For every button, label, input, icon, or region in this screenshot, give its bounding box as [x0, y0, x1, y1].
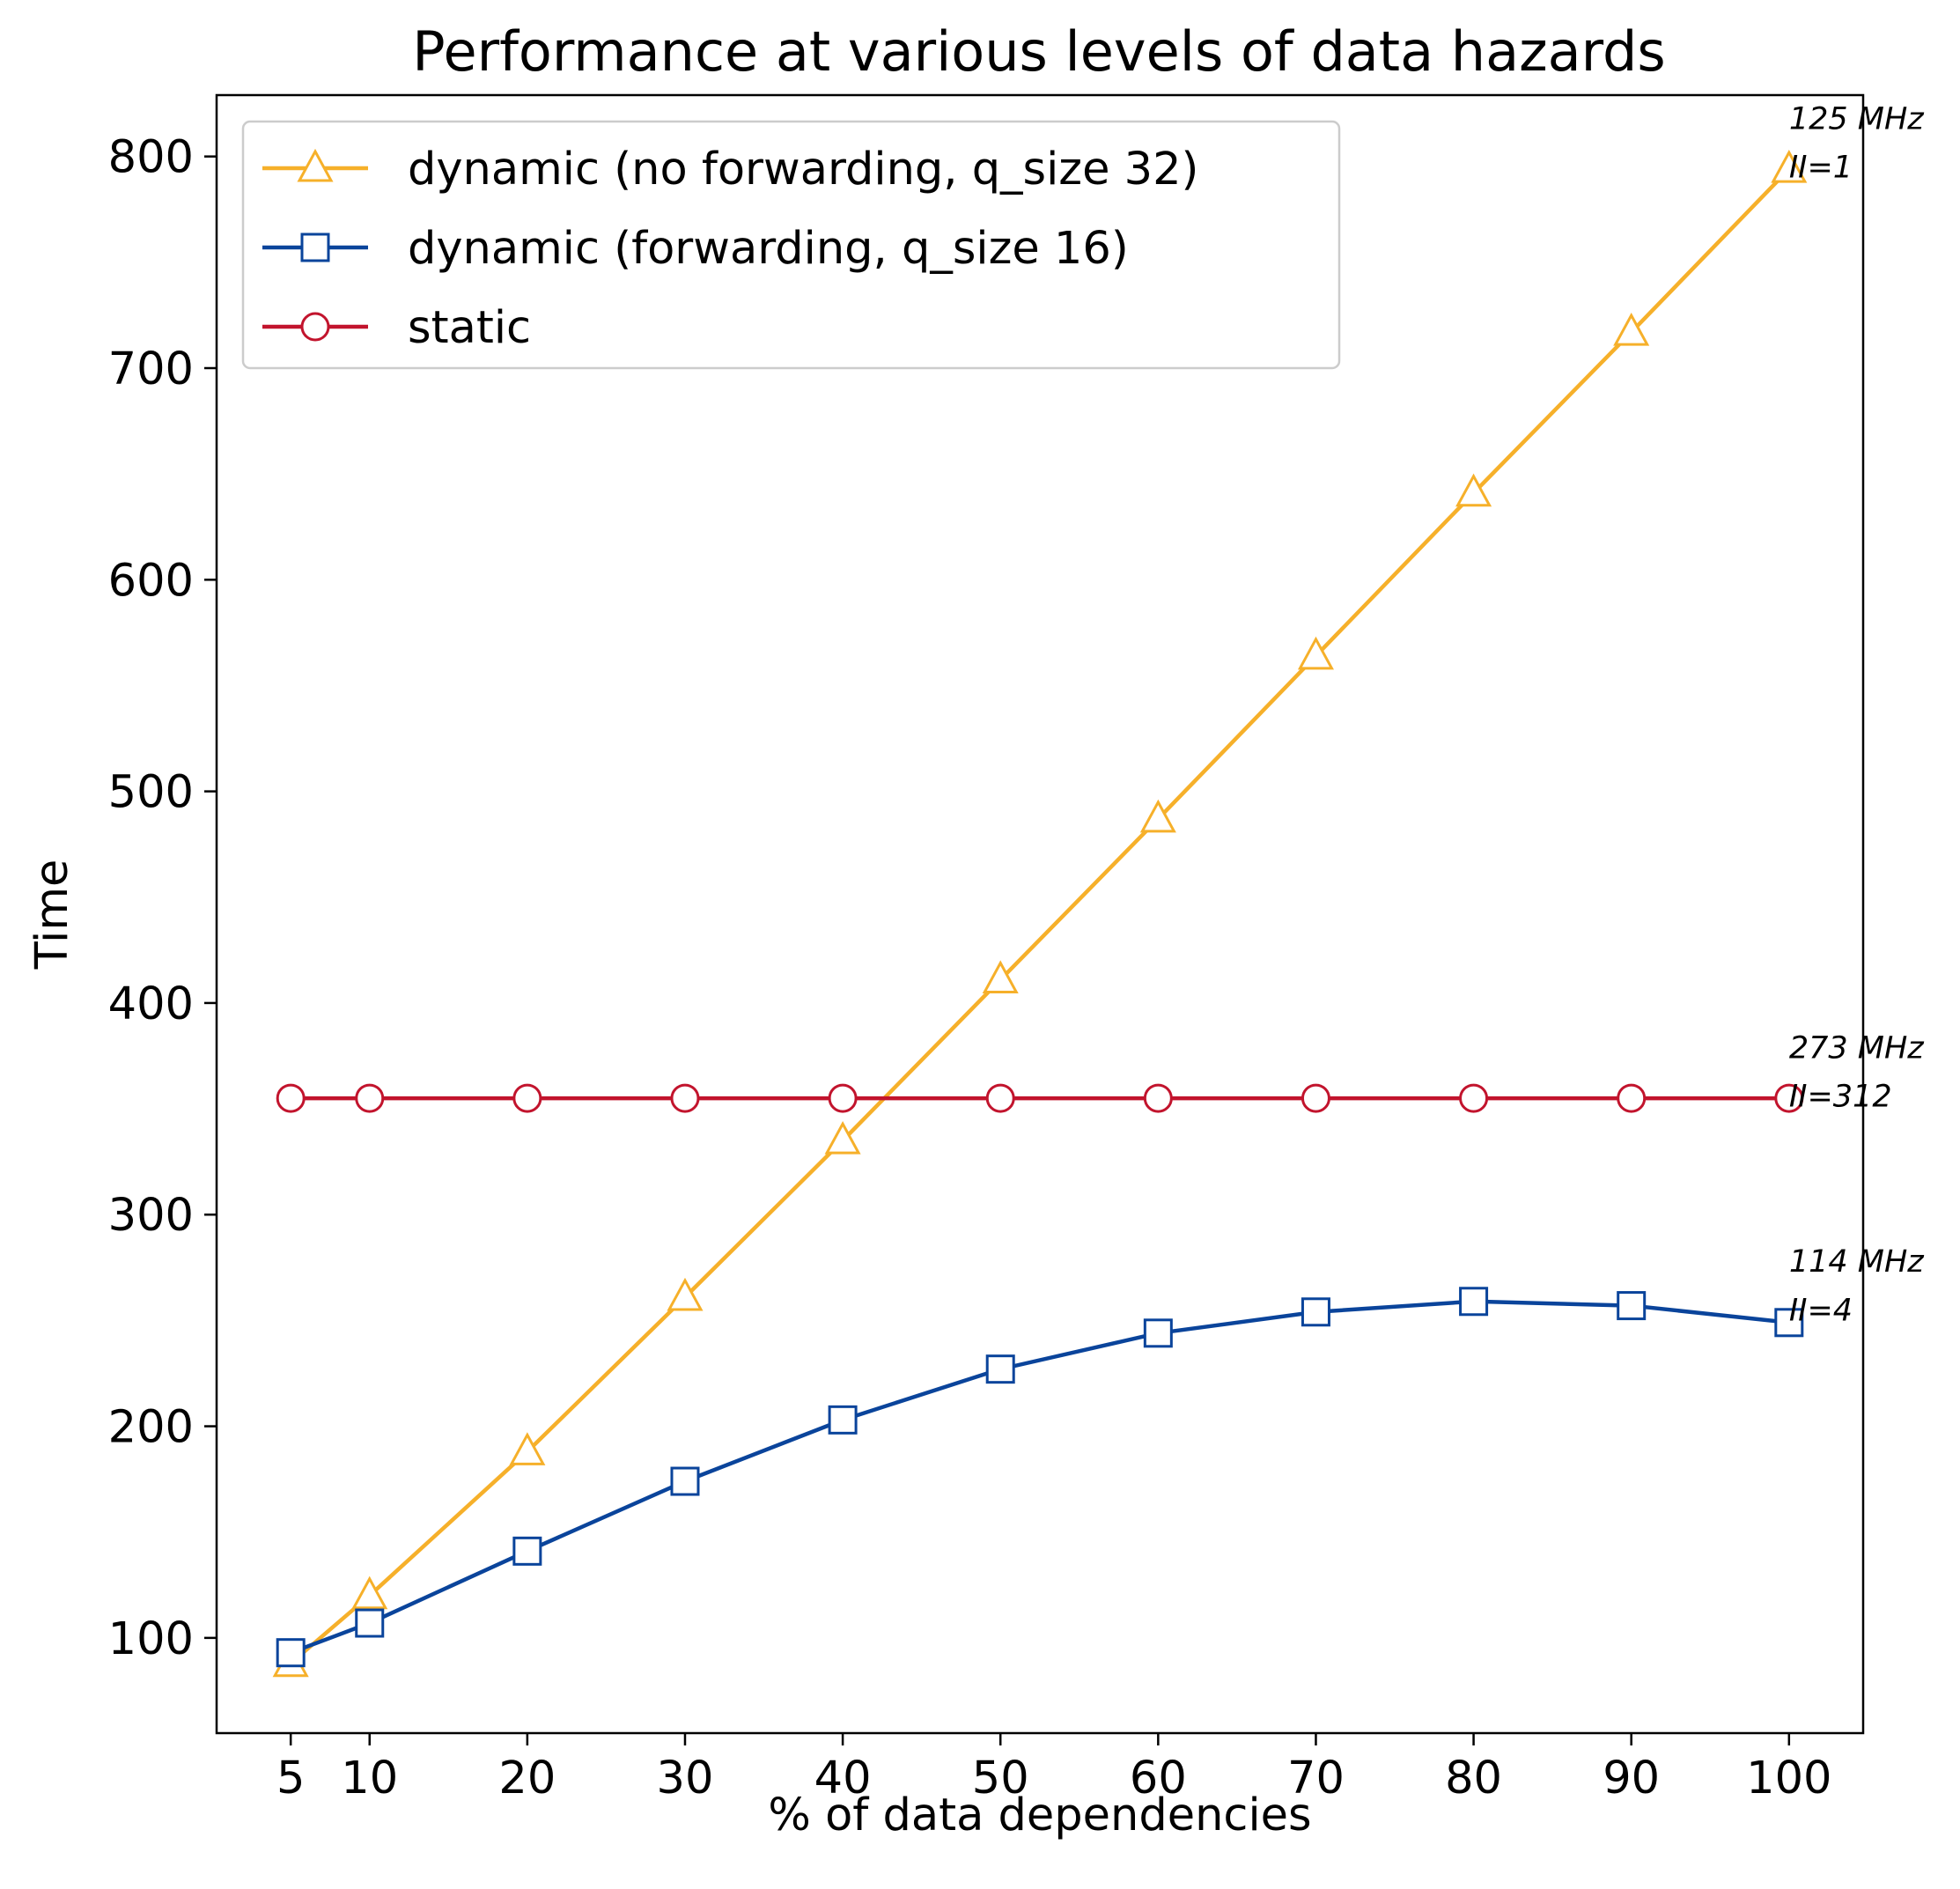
x-tick-label-11: 100 [1746, 1752, 1831, 1804]
data-point-2-2 [355, 1608, 385, 1638]
data-point-3-7 [1143, 1083, 1173, 1113]
series-annotation-3-2: II=312 [1789, 1080, 1892, 1115]
x-tick-label-2: 10 [341, 1752, 398, 1804]
data-point-3-9 [1459, 1083, 1489, 1113]
y-tick-label-4: 400 [108, 978, 194, 1030]
x-tick-label-3: 20 [498, 1752, 556, 1804]
x-tick-label-5: 40 [814, 1752, 872, 1804]
y-tick-label-2: 200 [108, 1402, 194, 1454]
data-point-3-2 [355, 1083, 385, 1113]
x-tick-label-7: 60 [1130, 1752, 1187, 1804]
data-point-1-6 [982, 960, 1019, 993]
y-tick-label-1: 100 [108, 1613, 194, 1665]
data-point-3-5 [828, 1083, 858, 1113]
y-tick-label-5: 500 [108, 767, 194, 819]
plot-marks: 125 MHz II=1 114 MHz II=4 273 MHz II=312 [272, 101, 1924, 1678]
data-point-2-4 [670, 1466, 700, 1496]
legend-box [241, 120, 1341, 370]
legend-marker-3 [300, 312, 330, 342]
data-point-1-7 [1139, 799, 1176, 833]
series-annotation-2-1: 114 MHz [1789, 1244, 1924, 1280]
y-tick-label-3: 300 [108, 1190, 194, 1242]
legend: dynamic (no forwarding, q_size 32) dynami… [241, 120, 1341, 370]
data-point-1-5 [824, 1120, 861, 1155]
plot-frame [215, 93, 1865, 1735]
data-point-1-8 [1297, 636, 1334, 670]
series-annotation-1-2: II=1 [1789, 151, 1853, 186]
data-point-1-4 [667, 1277, 704, 1311]
data-point-1-11 [1771, 149, 1808, 183]
legend-label-3: static [408, 302, 531, 354]
chart-title: Performance at various levels of data ha… [412, 19, 1665, 84]
legend-marker-2 [300, 232, 330, 262]
data-point-2-7 [1143, 1318, 1173, 1348]
x-tick-label-6: 50 [972, 1752, 1029, 1804]
data-point-1-10 [1613, 313, 1650, 346]
legend-label-1: dynamic (no forwarding, q_size 32) [408, 144, 1198, 196]
series-annotation-3-1: 273 MHz [1789, 1030, 1924, 1066]
x-tick-label-4: 30 [657, 1752, 714, 1804]
data-point-3-10 [1617, 1083, 1647, 1113]
y-axis-label: Time [26, 860, 78, 970]
data-point-2-1 [276, 1638, 306, 1668]
data-point-3-3 [512, 1083, 542, 1113]
data-point-3-8 [1301, 1083, 1330, 1113]
data-point-2-3 [512, 1536, 542, 1566]
x-tick-label-1: 5 [276, 1752, 305, 1804]
data-point-3-4 [670, 1083, 700, 1113]
y-tick-label-7: 700 [108, 343, 194, 395]
legend-label-2: dynamic (forwarding, q_size 16) [408, 223, 1129, 275]
legend-marker-1 [297, 148, 334, 182]
axis-ticks: 5 10 20 30 40 50 60 70 80 90 100 100 200 300 400 500 600… [108, 132, 1832, 1804]
series-annotation-1-1: 125 MHz [1789, 101, 1924, 137]
data-point-1-3 [509, 1432, 546, 1465]
data-point-3-1 [276, 1083, 306, 1113]
data-point-3-6 [985, 1083, 1015, 1113]
data-point-2-8 [1301, 1297, 1330, 1327]
y-tick-label-8: 800 [108, 132, 194, 184]
data-point-2-5 [828, 1405, 858, 1435]
data-point-2-10 [1617, 1291, 1647, 1321]
data-point-3-11 [1774, 1083, 1804, 1113]
x-tick-label-9: 80 [1445, 1752, 1502, 1804]
series-line-1 [289, 167, 1791, 1665]
data-point-2-11 [1774, 1308, 1804, 1338]
x-tick-label-10: 90 [1603, 1752, 1660, 1804]
series-1: 125 MHz II=1 [272, 101, 1924, 1678]
y-tick-label-6: 600 [108, 555, 194, 607]
data-point-2-6 [985, 1354, 1015, 1384]
x-tick-label-8: 70 [1287, 1752, 1345, 1804]
series-annotation-2-2: II=4 [1789, 1293, 1853, 1328]
x-axis-label: % of data dependencies [768, 1789, 1311, 1841]
series-line-2 [290, 1299, 1790, 1655]
series-3: 273 MHz II=312 [276, 1030, 1924, 1115]
series-2: 114 MHz II=4 [276, 1244, 1924, 1668]
data-point-2-9 [1459, 1287, 1489, 1317]
data-point-1-9 [1455, 473, 1492, 507]
data-point-1-2 [351, 1575, 388, 1610]
